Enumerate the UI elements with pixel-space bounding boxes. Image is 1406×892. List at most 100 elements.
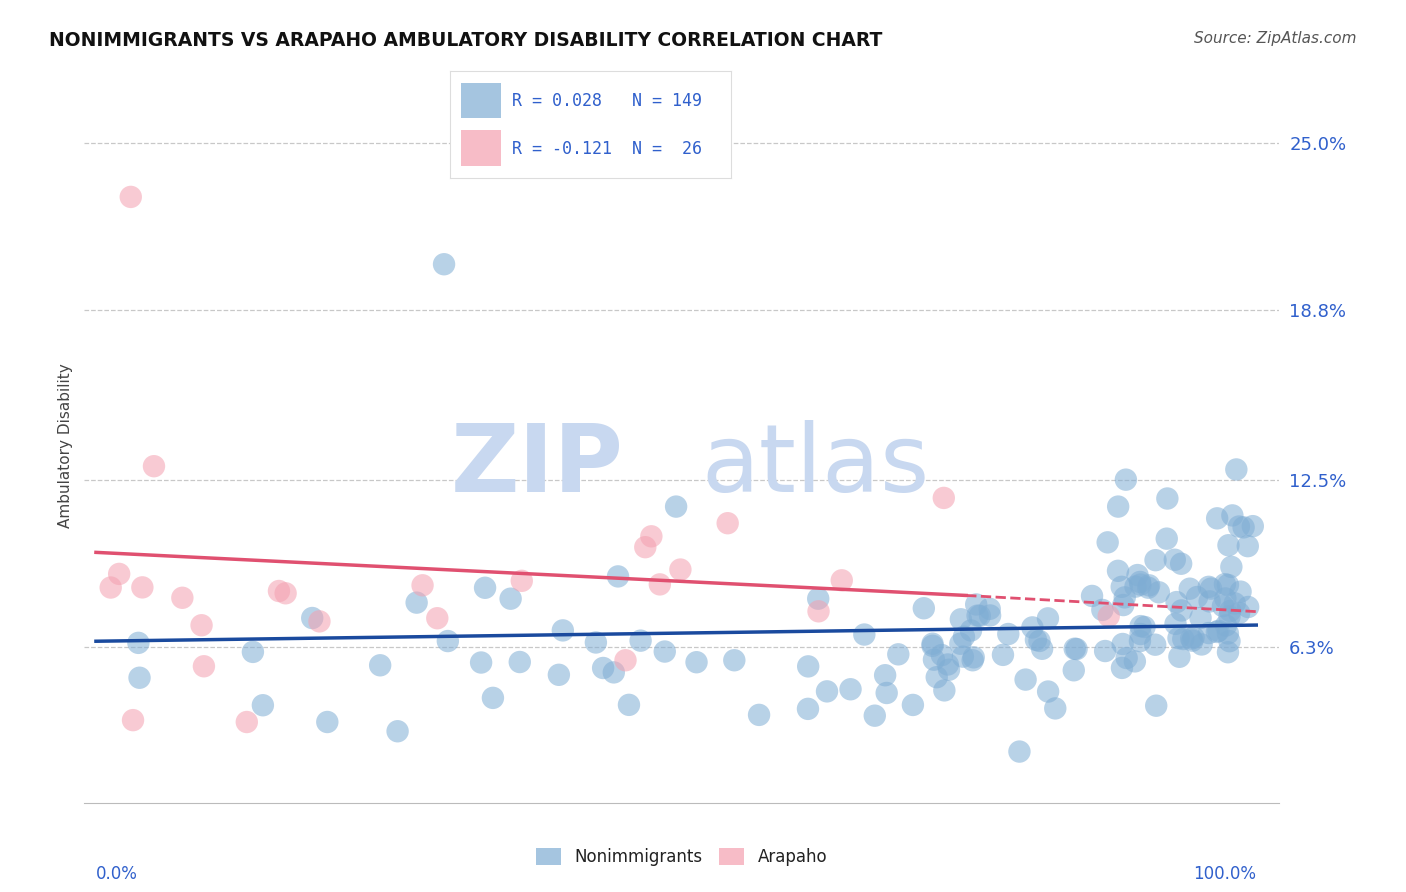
Point [437,634,460,648]
Point [1227,606,1250,620]
Point [901,698,924,712]
Point [1181,633,1204,648]
Point [1025,632,1047,647]
Point [1144,698,1167,713]
Point [143,459,166,474]
Point [1021,620,1043,634]
Point [839,682,862,697]
Point [614,653,637,667]
Point [1111,661,1133,675]
Point [717,516,740,531]
Point [1208,624,1230,638]
Point [876,686,898,700]
Point [966,608,988,623]
Point [1167,631,1189,645]
Point [630,633,652,648]
Point [853,627,876,641]
Point [470,656,492,670]
Point [131,580,153,594]
Point [931,648,953,662]
Point [100,581,122,595]
Point [748,707,770,722]
Point [1091,603,1114,617]
Point [1147,585,1170,599]
Text: R = 0.028   N = 149: R = 0.028 N = 149 [512,92,702,110]
Point [1098,609,1121,624]
Point [1036,611,1059,625]
Point [1137,578,1160,592]
Point [1173,632,1195,646]
Point [1036,684,1059,698]
Point [1178,582,1201,596]
Bar [461,83,501,119]
Point [585,635,607,649]
Point [938,663,960,677]
Point [887,648,910,662]
Point [1014,673,1036,687]
Point [190,618,212,632]
Point [1129,634,1152,648]
Point [1028,634,1050,648]
Point [510,574,533,588]
Point [603,665,626,680]
Point [509,655,531,669]
Point [949,637,972,651]
Point [1191,637,1213,651]
Point [875,668,897,682]
Point [921,639,943,653]
Point [1164,553,1187,567]
Point [797,659,820,673]
Point [1170,557,1192,571]
Point [1199,582,1222,596]
Point [953,630,976,644]
Point [1218,538,1240,552]
Point [1185,590,1208,604]
Bar [461,130,501,166]
Point [1216,645,1239,659]
Point [1198,594,1220,608]
Point [592,661,614,675]
Point [648,577,671,591]
Point [607,569,630,583]
Point [1112,598,1135,612]
Point [1045,701,1067,715]
Y-axis label: Ambulatory Disability: Ambulatory Disability [58,364,73,528]
Point [1125,580,1147,594]
Point [193,659,215,673]
Point [405,596,427,610]
Point [1129,627,1152,641]
Point [1189,611,1212,625]
Point [1063,641,1085,656]
Point [1144,638,1167,652]
Point [1227,519,1250,533]
Point [267,584,290,599]
Point [1229,584,1251,599]
Point [1156,491,1178,506]
Point [723,653,745,667]
Point [1156,532,1178,546]
Point [1198,626,1220,640]
Point [1213,577,1236,591]
Point [960,624,983,638]
Point [1133,620,1156,634]
Point [932,491,955,505]
Point [1233,520,1256,534]
Point [1114,591,1136,605]
Point [1237,599,1260,614]
Point [1170,603,1192,617]
Point [815,684,838,698]
Point [122,713,145,727]
Point [1216,578,1239,592]
Point [547,668,569,682]
Point [665,500,688,514]
Point [1129,619,1152,633]
Point [274,586,297,600]
Text: atlas: atlas [702,420,929,512]
Point [1066,642,1088,657]
Point [1241,519,1264,533]
Point [1168,649,1191,664]
Point [1225,462,1247,476]
Point [172,591,194,605]
Point [634,540,657,554]
Text: 100.0%: 100.0% [1194,864,1256,883]
